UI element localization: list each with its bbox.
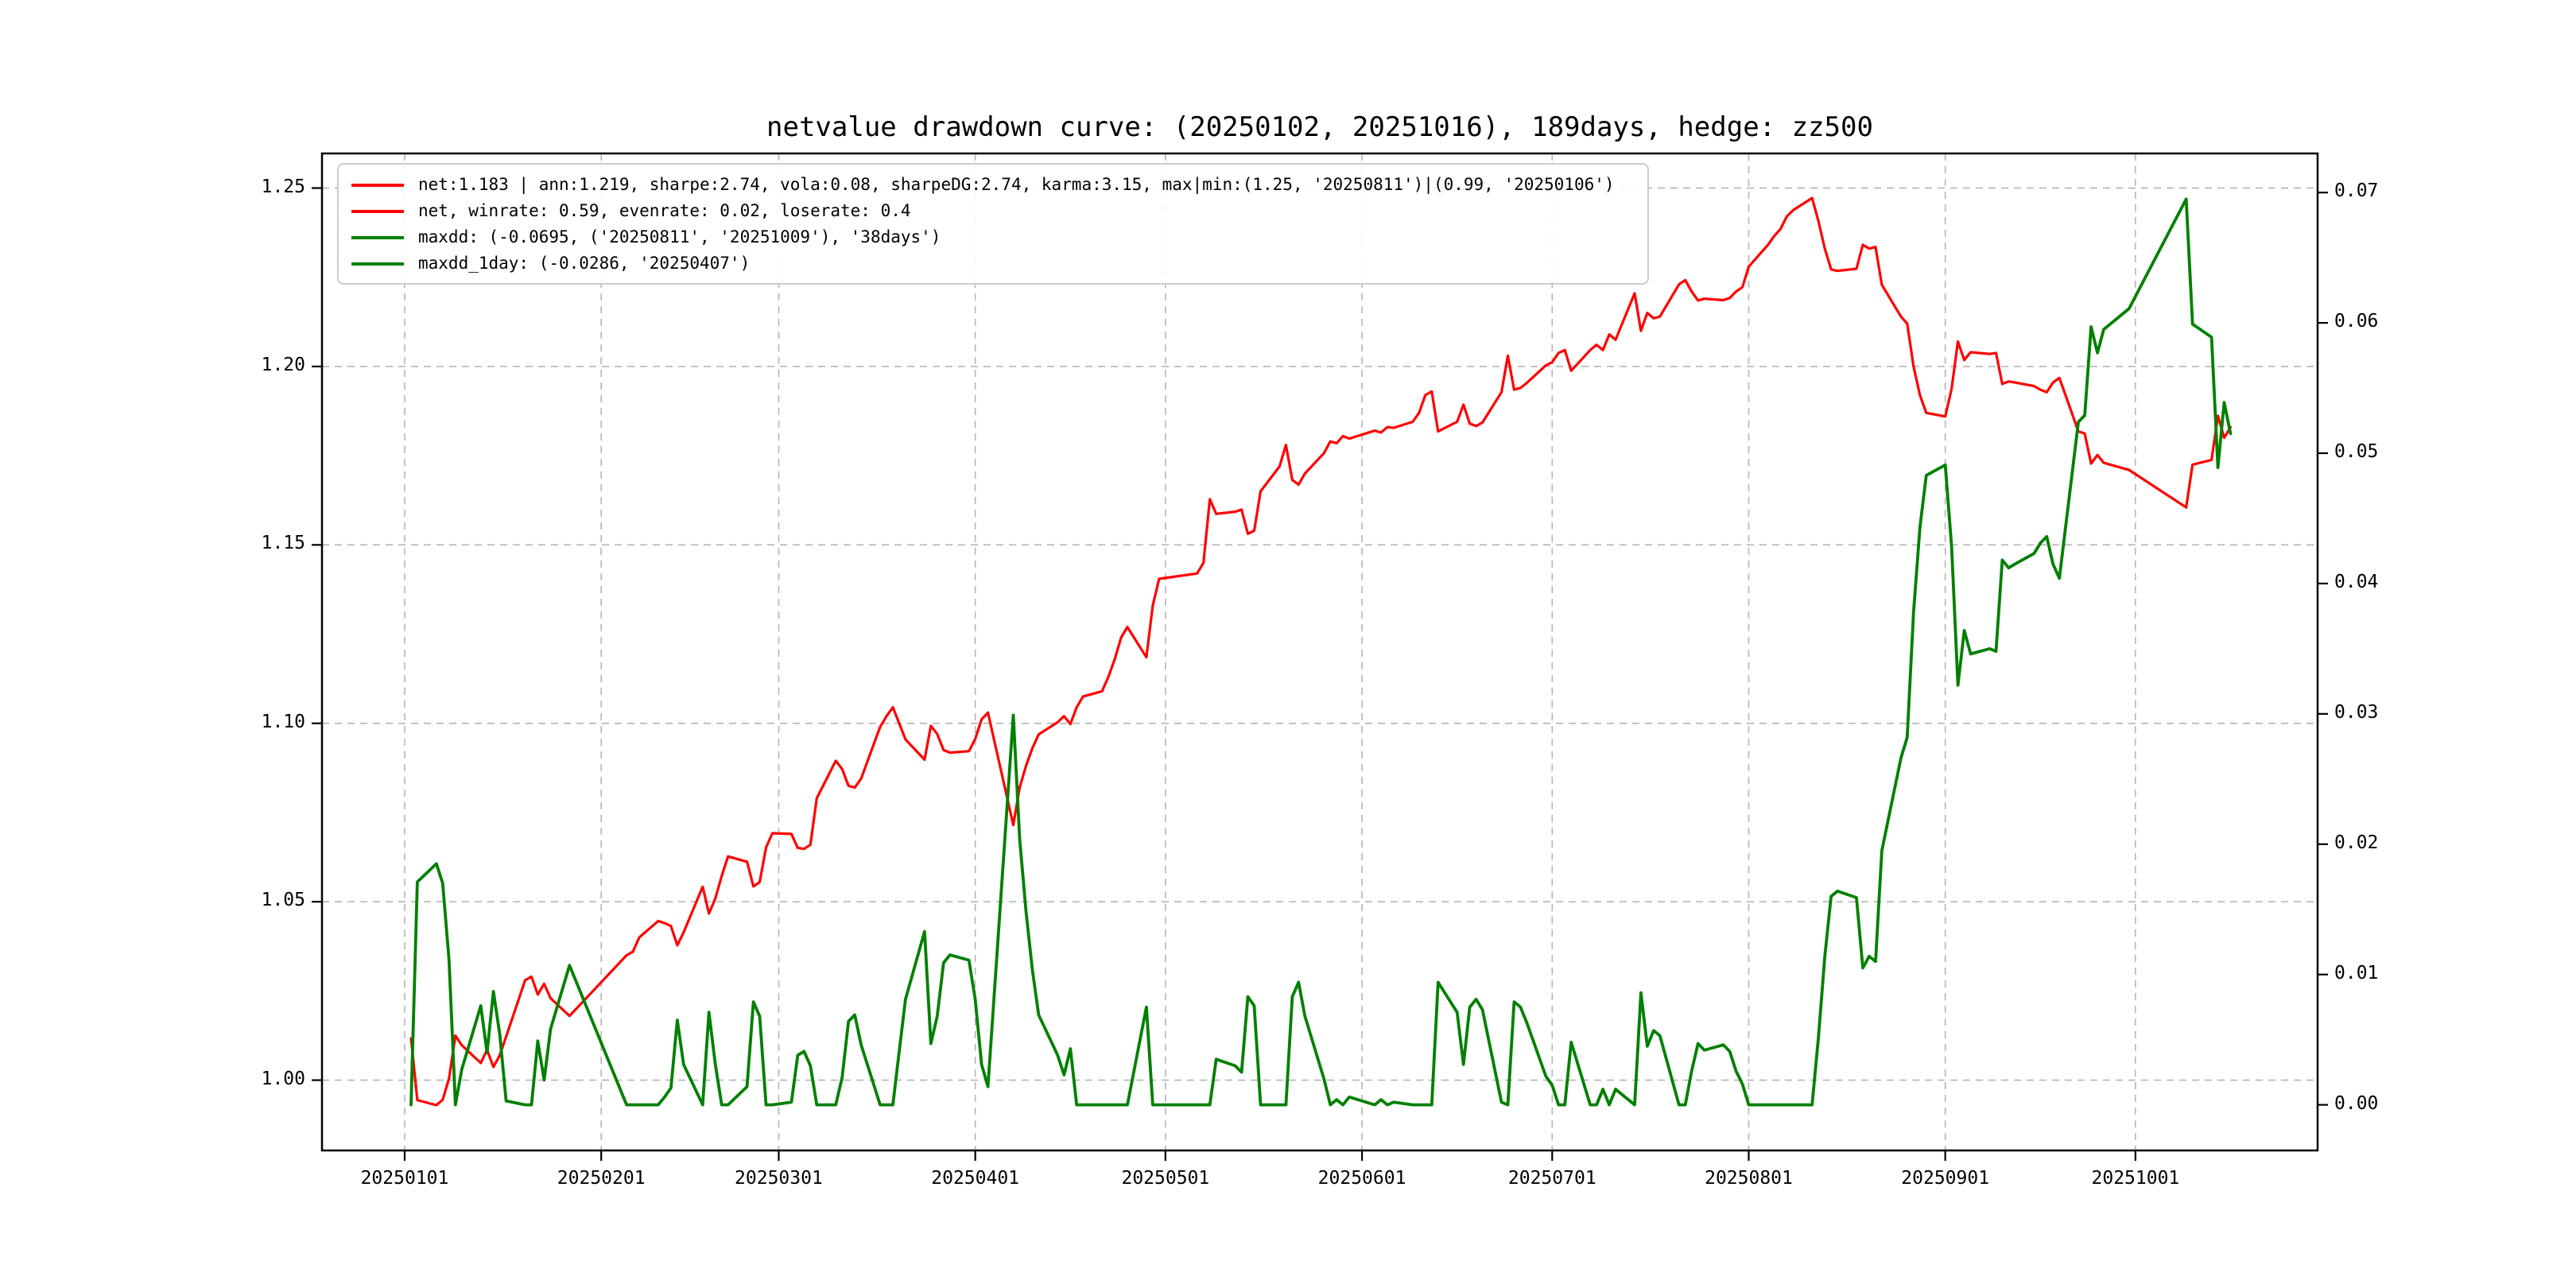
legend-label: maxdd_1day: (-0.0286, '20250407') xyxy=(418,254,751,273)
x-tick-label: 20250901 xyxy=(1901,1168,1990,1189)
x-tick-label: 20250401 xyxy=(931,1168,1020,1189)
y-right-tick-label: 0.05 xyxy=(2334,441,2379,463)
legend-item-net-winrate: net, winrate: 0.59, evenrate: 0.02, lose… xyxy=(351,198,1647,224)
maxdd-1day-line-sample xyxy=(351,262,404,266)
y-right-tick-label: 0.03 xyxy=(2334,701,2379,723)
x-tick-label: 20251001 xyxy=(2091,1168,2180,1189)
series-maxdd xyxy=(409,197,2233,1107)
x-tick-label: 20250101 xyxy=(360,1168,449,1189)
y-right-tick-label: 0.01 xyxy=(2334,962,2379,983)
y-left-tick-label: 1.00 xyxy=(261,1068,305,1089)
legend-item-maxdd-1day: maxdd_1day: (-0.0286, '20250407') xyxy=(351,250,1647,277)
x-tick-label: 20250801 xyxy=(1705,1168,1793,1189)
y-left-tick-label: 1.10 xyxy=(261,711,305,732)
y-right-tick-label: 0.02 xyxy=(2334,832,2379,853)
x-tick-label: 20250201 xyxy=(557,1168,646,1189)
y-right-tick-label: 0.07 xyxy=(2334,180,2379,202)
y-right-tick-label: 0.06 xyxy=(2334,311,2379,332)
x-tick-label: 20250301 xyxy=(735,1168,823,1189)
legend-item-net-stats: net:1.183 | ann:1.219, sharpe:2.74, vola… xyxy=(351,172,1647,198)
legend-label: net, winrate: 0.59, evenrate: 0.02, lose… xyxy=(418,201,911,220)
plot-border xyxy=(320,152,2319,1152)
y-right-tick-label: 0.04 xyxy=(2334,571,2379,592)
chart-title: netvalue drawdown curve: (20250102, 2025… xyxy=(766,111,1873,143)
y-left-tick-label: 1.05 xyxy=(261,890,305,911)
net-line-sample xyxy=(351,209,404,213)
net-line-sample xyxy=(351,183,404,187)
legend: net:1.183 | ann:1.219, sharpe:2.74, vola… xyxy=(337,163,1649,285)
y-right-tick-label: 0.00 xyxy=(2334,1092,2379,1114)
legend-label: maxdd: (-0.0695, ('20250811', '20251009'… xyxy=(418,227,941,246)
y-left-tick-label: 1.15 xyxy=(261,533,305,554)
legend-item-maxdd: maxdd: (-0.0695, ('20250811', '20251009'… xyxy=(351,224,1647,250)
x-tick-label: 20250701 xyxy=(1507,1168,1596,1189)
x-tick-label: 20250601 xyxy=(1317,1168,1406,1189)
y-left-tick-label: 1.25 xyxy=(261,176,305,197)
x-tick-label: 20250501 xyxy=(1121,1168,1210,1189)
series-net xyxy=(409,196,2233,1107)
maxdd-line-sample xyxy=(351,235,404,239)
legend-label: net:1.183 | ann:1.219, sharpe:2.74, vola… xyxy=(418,175,1615,194)
y-left-tick-label: 1.20 xyxy=(261,354,305,375)
